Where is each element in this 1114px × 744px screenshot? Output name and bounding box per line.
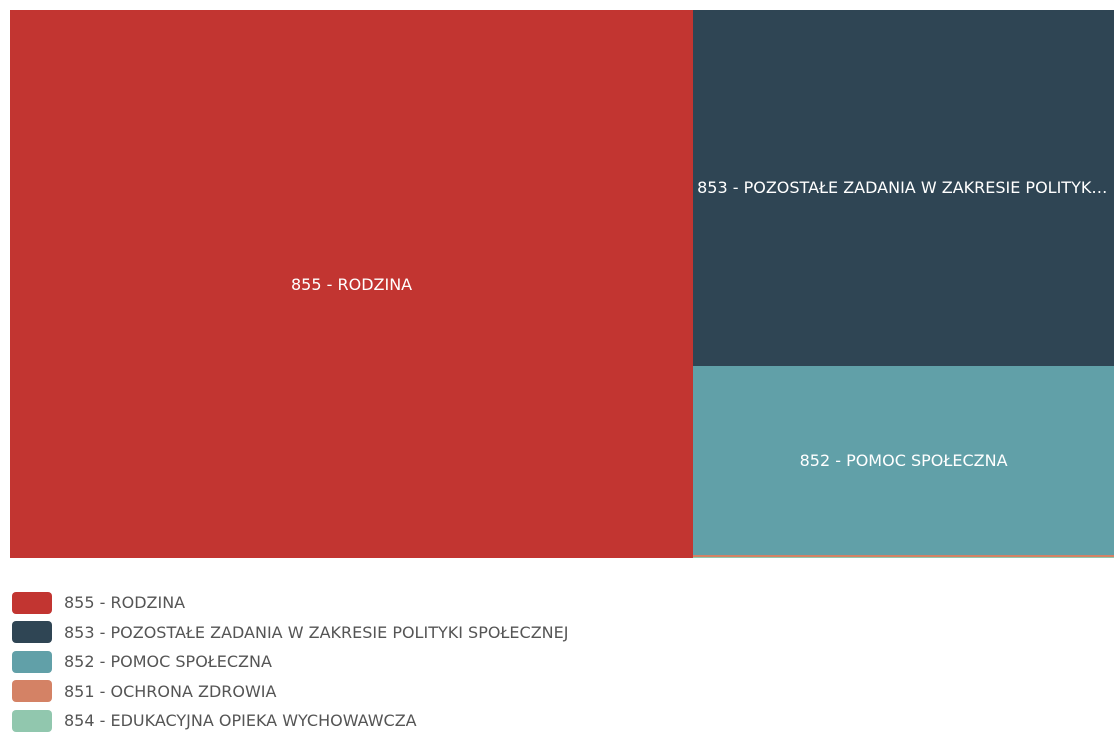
tile[interactable]: 853 - POZOSTAŁE ZADANIA W ZAKRESIE POLIT… xyxy=(693,10,1114,366)
legend-item[interactable]: 855 - RODZINA xyxy=(12,588,568,618)
legend-label: 855 - RODZINA xyxy=(64,593,186,613)
tile-label: 855 - RODZINA xyxy=(291,274,413,294)
legend-item[interactable]: 853 - POZOSTAŁE ZADANIA W ZAKRESIE POLIT… xyxy=(12,618,568,648)
legend-swatch xyxy=(12,621,52,644)
tile[interactable]: 855 - RODZINA xyxy=(10,10,694,558)
treemap: 855 - RODZINA 853 - POZOSTAŁE ZADANIA W Z… xyxy=(10,10,1114,558)
legend-swatch xyxy=(12,709,52,732)
tile[interactable] xyxy=(693,556,1114,558)
legend-swatch xyxy=(12,680,52,703)
tile-label: 852 - POMOC SPOŁECZNA xyxy=(799,450,1008,470)
legend-label: 852 - POMOC SPOŁECZNA xyxy=(64,652,272,672)
legend-item[interactable]: 851 - OCHRONA ZDROWIA xyxy=(12,677,568,707)
legend: 855 - RODZINA 853 - POZOSTAŁE ZADANIA W Z… xyxy=(12,588,568,736)
tile[interactable] xyxy=(693,555,1114,557)
legend-label: 854 - EDUKACYJNA OPIEKA WYCHOWAWCZA xyxy=(64,711,417,731)
legend-swatch xyxy=(12,650,52,673)
legend-label: 853 - POZOSTAŁE ZADANIA W ZAKRESIE POLIT… xyxy=(64,622,569,642)
legend-label: 851 - OCHRONA ZDROWIA xyxy=(64,681,277,701)
tile-label: 853 - POZOSTAŁE ZADANIA W ZAKRESIE POLIT… xyxy=(697,178,1110,198)
legend-swatch xyxy=(12,591,52,614)
legend-item[interactable]: 852 - POMOC SPOŁECZNA xyxy=(12,647,568,677)
legend-item[interactable]: 854 - EDUKACYJNA OPIEKA WYCHOWAWCZA xyxy=(12,706,568,736)
tile[interactable]: 852 - POMOC SPOŁECZNA xyxy=(693,365,1114,556)
